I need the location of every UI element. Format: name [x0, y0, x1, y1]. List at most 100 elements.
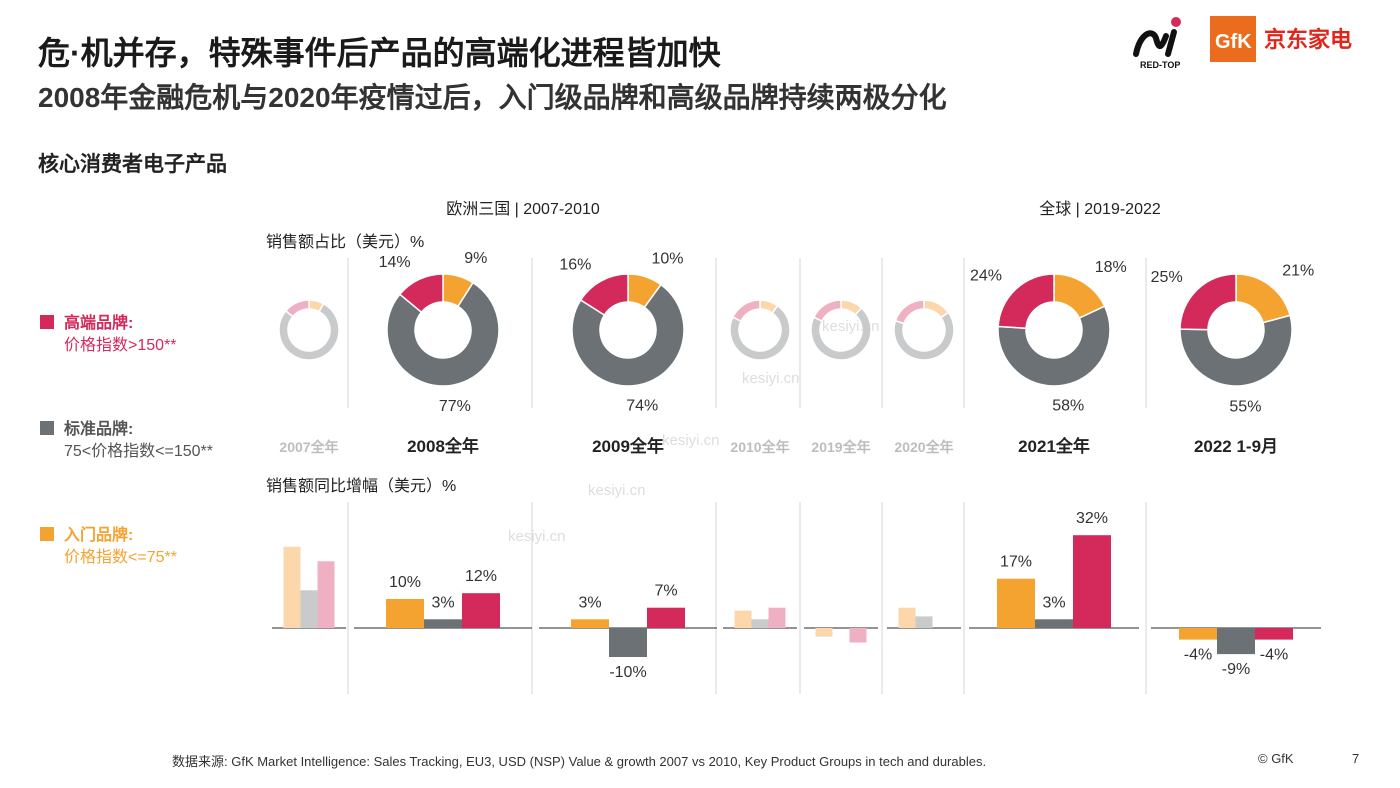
growth-bar-1-standard: [424, 619, 462, 628]
period-label-6: 2021全年: [1018, 436, 1090, 456]
watermark-5: kesiyi.cn: [508, 528, 566, 545]
legend-premium: 高端品牌: 价格指数>150**: [40, 313, 177, 357]
growth-label-6-premium: 32%: [1076, 510, 1108, 527]
growth-label-6-entry: 17%: [1000, 554, 1032, 571]
watermark-2: kesiyi.cn: [742, 370, 800, 387]
growth-label-1-premium: 12%: [465, 568, 497, 585]
page-number: 7: [1352, 751, 1360, 766]
redtop-logo: RED-TOP: [1133, 17, 1181, 70]
donut-label-6-entry: 18%: [1095, 259, 1127, 276]
donut-slice-2-standard: [571, 283, 685, 387]
donut-slice-7-standard: [1179, 314, 1293, 387]
donut-label-6-standard: 58%: [1052, 398, 1084, 415]
donut-slice-4-premium: [812, 299, 842, 323]
logos: RED-TOP GfK 京东家电: [1133, 16, 1352, 70]
growth-label-6-standard: 3%: [1042, 594, 1065, 611]
legend-standard-swatch: [40, 421, 54, 435]
watermark-3: kesiyi.cn: [662, 432, 720, 449]
donut-slice-1-standard: [386, 281, 500, 387]
period-label-2: 2009全年: [592, 436, 664, 456]
donut-slice-0-premium: [284, 299, 310, 318]
legend-premium-desc: 价格指数>150**: [64, 337, 177, 354]
growth-bar-4-entry: [815, 628, 833, 637]
growth-label-2-standard: -10%: [609, 664, 646, 681]
redtop-dot: [1171, 17, 1181, 27]
region-label-global: 全球 | 2019-2022: [1039, 200, 1161, 218]
donut-slice-6-premium: [997, 273, 1055, 330]
growth-bar-3-entry: [734, 610, 752, 628]
growth-label-1-standard: 3%: [431, 594, 454, 611]
legend-standard-desc: 75<价格指数<=150**: [64, 443, 213, 460]
donut-label-7-entry: 21%: [1282, 263, 1314, 280]
growth-bar-7-standard: [1217, 628, 1255, 655]
growth-bar-3-premium: [768, 607, 786, 628]
growth-bar-6-premium: [1073, 535, 1111, 628]
jd-logo-text: 京东家电: [1264, 27, 1352, 52]
donut-slice-7-entry: [1235, 273, 1291, 324]
footer-source: 数据来源: GfK Market Intelligence: Sales Tra…: [172, 754, 987, 769]
watermark-1: kesiyi.cn: [822, 318, 880, 335]
period-label-5: 2020全年: [894, 439, 953, 455]
donut-label-2-premium: 16%: [559, 256, 591, 273]
donut-slice-2-premium: [579, 273, 629, 317]
legend-premium-swatch: [40, 315, 54, 329]
growth-bar-3-standard: [751, 619, 769, 628]
watermark-4: kesiyi.cn: [588, 482, 646, 499]
donut-label-1-entry: 9%: [464, 250, 487, 267]
growth-bar-4-premium: [849, 628, 867, 643]
growth-label-7-standard: -9%: [1222, 661, 1250, 678]
period-label-0: 2007全年: [279, 439, 338, 455]
growth-bar-6-standard: [1035, 619, 1073, 628]
legend-entry-name: 入门品牌:: [64, 527, 134, 544]
donut-slice-5-premium: [894, 299, 925, 325]
gfk-logo-text: GfK: [1215, 31, 1252, 53]
donut-label-2-entry: 10%: [651, 251, 683, 268]
growth-label-2-premium: 7%: [654, 583, 677, 600]
redtop-stem: [1165, 29, 1177, 57]
gfk-logo-box: [1210, 16, 1256, 62]
donut-slice-0-standard: [278, 302, 340, 361]
legend-entry-swatch: [40, 527, 54, 541]
legend-standard-name: 标准品牌:: [64, 421, 134, 438]
donut-slice-6-standard: [997, 305, 1111, 387]
donut-label-6-premium: 24%: [970, 268, 1002, 285]
growth-bar-0-standard: [300, 590, 318, 628]
growth-bar-0-entry: [283, 546, 301, 628]
growth-bar-1-premium: [462, 593, 500, 628]
growth-bar-2-premium: [647, 607, 685, 628]
growth-label-1-entry: 10%: [389, 574, 421, 591]
donut-slice-1-premium: [398, 273, 444, 314]
growth-bar-1-entry: [386, 599, 424, 628]
donut-slice-7-premium: [1179, 273, 1237, 331]
donut-slice-3-standard: [729, 304, 791, 361]
region-label-europe: 欧洲三国 | 2007-2010: [446, 200, 600, 218]
growth-label-2-entry: 3%: [578, 594, 601, 611]
growth-label-7-entry: -4%: [1184, 647, 1212, 664]
period-label-3: 2010全年: [730, 439, 789, 455]
legend-premium-name: 高端品牌:: [64, 315, 134, 332]
donut-label-1-standard: 77%: [439, 398, 471, 415]
growth-bar-0-premium: [317, 561, 335, 628]
donut-label-1-premium: 14%: [379, 254, 411, 271]
growth-bar-7-premium: [1255, 628, 1293, 640]
page-title: 危·机并存，特殊事件后产品的高端化进程皆加快: [38, 35, 721, 71]
growth-bar-7-entry: [1179, 628, 1217, 640]
growth-bar-2-standard: [609, 628, 647, 657]
legend-entry-desc: 价格指数<=75**: [64, 549, 177, 566]
donut-slice-3-premium: [731, 299, 761, 323]
period-label-4: 2019全年: [811, 439, 870, 455]
section-title: 核心消费者电子产品: [38, 153, 227, 176]
growth-bar-5-standard: [915, 616, 933, 628]
growth-label-7-premium: -4%: [1260, 647, 1288, 664]
period-label-7: 2022 1-9月: [1194, 437, 1278, 456]
redtop-mark: [1133, 30, 1169, 57]
growth-chart-label: 销售额同比增幅（美元）%: [266, 477, 456, 495]
period-label-1: 2008全年: [407, 436, 479, 456]
redtop-text: RED-TOP: [1140, 60, 1180, 70]
donut-label-2-standard: 74%: [626, 398, 658, 415]
donut-label-7-premium: 25%: [1151, 269, 1183, 286]
footer-copyright: © GfK: [1258, 751, 1294, 766]
legend-standard: 标准品牌: 75<价格指数<=150**: [40, 419, 213, 463]
growth-bar-2-entry: [571, 619, 609, 628]
